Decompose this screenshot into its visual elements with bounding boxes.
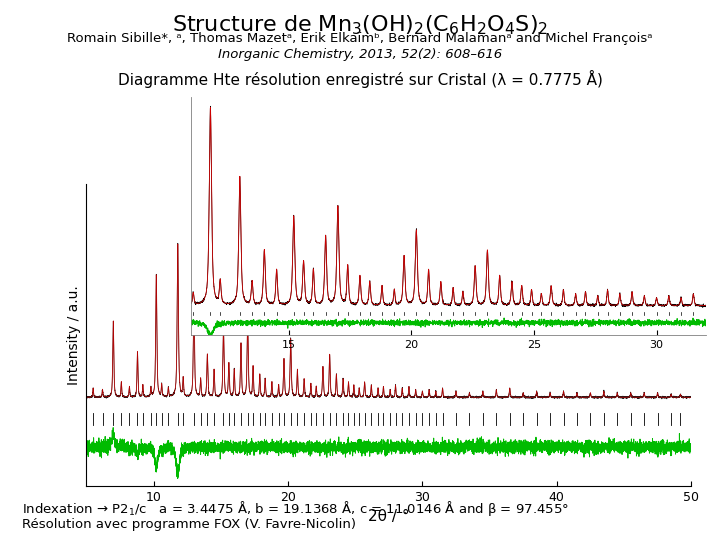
Text: Résolution avec programme FOX (V. Favre-Nicolin): Résolution avec programme FOX (V. Favre-… [22,518,356,531]
Text: Inorganic Chemistry, 2013, 52(2): 608–616: Inorganic Chemistry, 2013, 52(2): 608–61… [218,48,502,60]
Text: Diagramme Hte résolution enregistré sur Cristal (λ = 0.7775 Å): Diagramme Hte résolution enregistré sur … [117,70,603,88]
Text: Romain Sibille*, ᵃ, Thomas Mazetᵃ, Erik Elkaïmᵇ, Bernard Malamanᵃ and Michel Fra: Romain Sibille*, ᵃ, Thomas Mazetᵃ, Erik … [67,32,653,45]
X-axis label: 2θ / °: 2θ / ° [368,509,410,524]
Text: Indexation → P2$_1$/c   a = 3.4475 Å, b = 19.1368 Å, c = 11.0146 Å and β = 97.45: Indexation → P2$_1$/c a = 3.4475 Å, b = … [22,500,569,518]
Text: Structure de Mn$_3$(OH)$_2$(C$_6$H$_2$O$_4$S)$_2$: Structure de Mn$_3$(OH)$_2$(C$_6$H$_2$O$… [172,14,548,37]
Y-axis label: Intensity / a.u.: Intensity / a.u. [67,285,81,384]
